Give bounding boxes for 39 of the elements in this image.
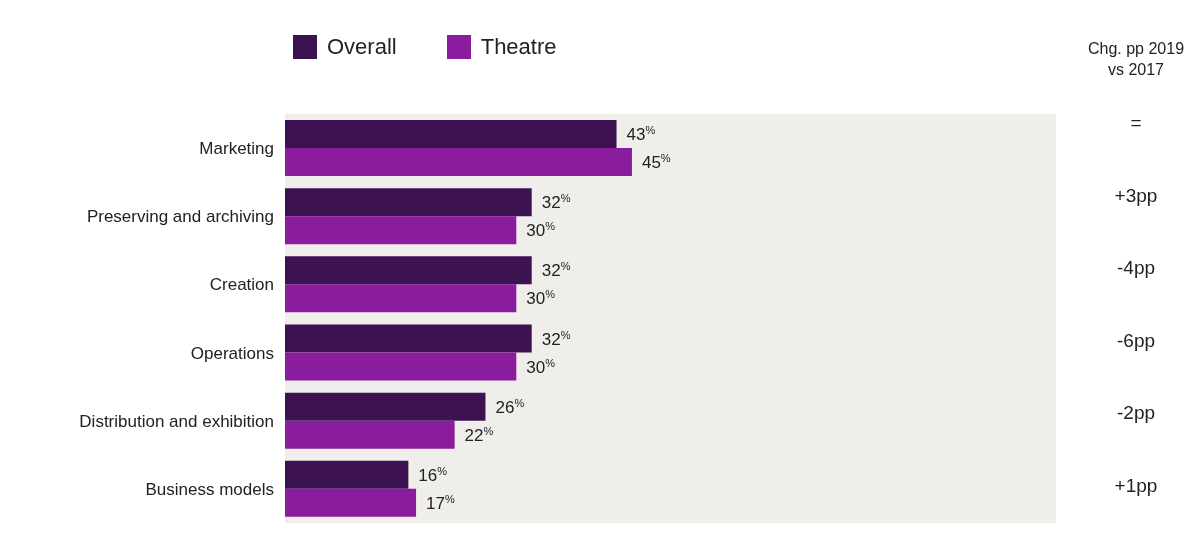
- data-label: 30$^{%}$: [526, 220, 556, 241]
- text: =: [1129, 112, 1143, 135]
- text: -2pp: [1116, 402, 1156, 425]
- text: +1pp: [1113, 474, 1159, 497]
- data-label: 26$^{%}$: [495, 396, 525, 417]
- data-label: 22$^{%}$: [464, 424, 494, 445]
- bar: [285, 324, 532, 353]
- data-label: 30$^{%}$: [526, 356, 556, 377]
- text: Chg. pp 2019 vs 2017: [1086, 39, 1186, 80]
- y-tick-label: Distribution and exhibition: [79, 411, 274, 431]
- y-tick-label: Operations: [190, 343, 274, 363]
- y-tick-label: Creation: [209, 275, 274, 295]
- bar: [285, 420, 455, 449]
- data-label: 30$^{%}$: [526, 288, 556, 309]
- text: -6pp: [1116, 329, 1156, 352]
- data-label: 43$^{%}$: [626, 124, 656, 144]
- bar: [285, 392, 486, 421]
- bar: [285, 352, 517, 381]
- bar: [285, 460, 409, 489]
- y-tick-label: Business models: [145, 479, 274, 499]
- text: +3pp: [1113, 184, 1159, 207]
- bar: [285, 188, 532, 217]
- y-tick-label: Marketing: [199, 139, 274, 159]
- data-label: 17$^{%}$: [426, 492, 455, 513]
- bar: [285, 284, 517, 313]
- data-label: 16$^{%}$: [418, 464, 448, 485]
- bar: [285, 256, 532, 285]
- bar: [285, 216, 517, 245]
- text: -4pp: [1116, 257, 1156, 280]
- data-label: 32$^{%}$: [541, 192, 571, 213]
- data-label: 32$^{%}$: [541, 260, 571, 281]
- y-tick-label: Preserving and archiving: [86, 207, 274, 227]
- bar: [285, 148, 632, 176]
- data-label: 32$^{%}$: [541, 328, 571, 349]
- bar: [285, 120, 617, 148]
- legend-label: Overall: [327, 34, 397, 60]
- legend-label: Theatre: [480, 34, 557, 60]
- bar: [285, 488, 417, 517]
- data-label: 45$^{%}$: [641, 152, 671, 172]
